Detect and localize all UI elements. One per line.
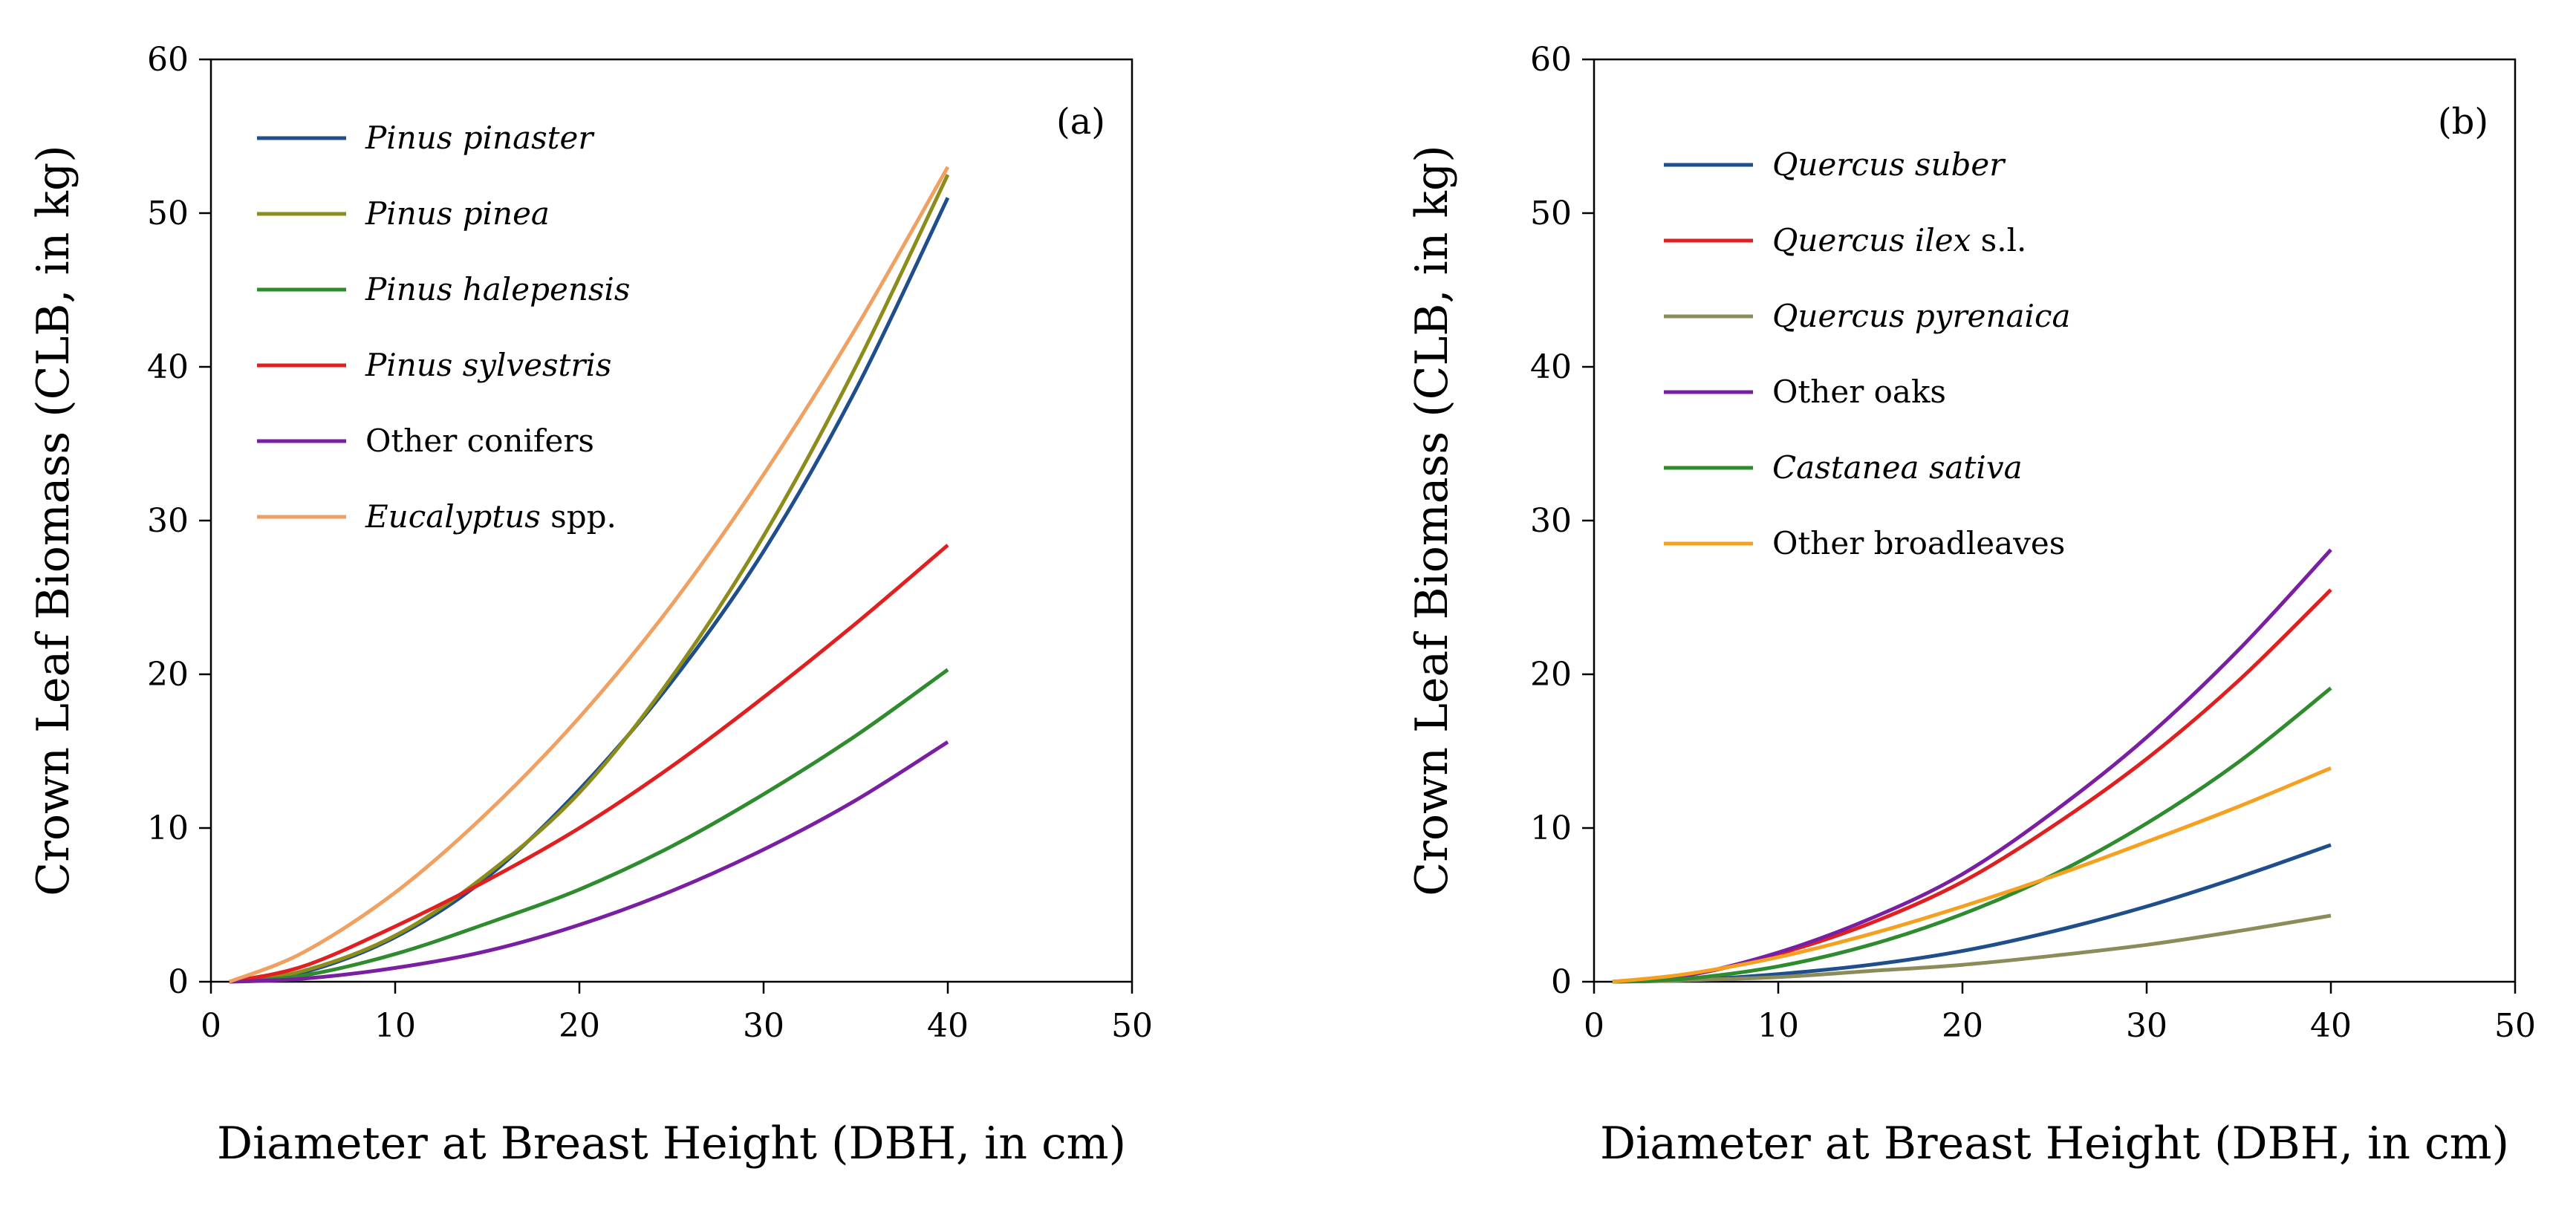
legend-label-text: s.l. [1971, 222, 2026, 258]
x-tick-label: 30 [2126, 1007, 2167, 1045]
legend-label-italic: Pinus halepensis [365, 271, 630, 307]
legend-label-text: Other oaks [1772, 374, 1946, 410]
y-tick-label: 20 [1530, 656, 1572, 694]
series-line [229, 197, 950, 984]
x-tick-label: 30 [743, 1007, 784, 1045]
legend-label-italic: Quercus ilex [1772, 222, 1971, 258]
y-tick-label: 30 [147, 502, 189, 540]
x-tick-label: 0 [1584, 1007, 1604, 1045]
legend-label-italic: Quercus suber [1772, 146, 2006, 183]
y-tick-label: 50 [1530, 195, 1572, 232]
x-tick-label: 40 [2310, 1007, 2352, 1045]
legend-label-italic: Quercus pyrenaica [1772, 298, 2071, 334]
legend-label: Castanea sativa [1772, 449, 2023, 486]
y-tick-label: 60 [1530, 41, 1572, 79]
y-tick-label: 10 [1530, 809, 1572, 847]
legend-label: Pinus pinea [365, 195, 550, 232]
legend-label: Pinus pinaster [365, 120, 595, 156]
x-tick-label: 40 [927, 1007, 969, 1045]
legend-label: Quercus ilex s.l. [1772, 222, 2026, 258]
series-line [229, 544, 949, 984]
legend-label: Quercus pyrenaica [1772, 298, 2071, 334]
y-tick-label: 60 [147, 41, 189, 79]
y-tick-label: 40 [1530, 348, 1572, 386]
series-line [229, 668, 949, 984]
legend-label: Other broadleaves [1772, 525, 2065, 561]
series-line [1612, 588, 2332, 984]
series-line [1612, 686, 2332, 984]
y-tick-label: 40 [147, 348, 189, 386]
legend-label-italic: Pinus pinaster [365, 120, 595, 156]
x-axis-title: Diameter at Breast Height (DBH, in cm) [217, 1118, 1126, 1170]
y-tick-label: 10 [147, 809, 189, 847]
legend-label-italic: Castanea sativa [1772, 449, 2023, 486]
y-axis-title: Crown Leaf Biomass (CLB, in kg) [27, 145, 79, 896]
series-line [1612, 766, 2332, 984]
legend-label: Other oaks [1772, 374, 1946, 410]
series-line [1612, 843, 2332, 984]
legend-label: Pinus sylvestris [365, 347, 612, 383]
legend-label: Eucalyptus spp. [365, 498, 617, 535]
x-tick-label: 10 [374, 1007, 416, 1045]
panel-b: 0 10 20 30 40 50 0 10 20 30 40 50 60 Diameter at Brea… [1406, 41, 2536, 1170]
legend-label: Other conifers [365, 423, 594, 459]
x-tick-label: 50 [1111, 1007, 1153, 1045]
y-tick-label: 20 [147, 656, 189, 694]
panel-a: 0 10 20 30 40 50 0 10 20 30 40 50 60 Diameter at Brea… [27, 41, 1153, 1170]
x-axis-title: Diameter at Breast Height (DBH, in cm) [1600, 1118, 2509, 1170]
y-axis-title: Crown Leaf Biomass (CLB, in kg) [1406, 145, 1458, 896]
plot-frame [209, 58, 1133, 983]
plot-frame [1593, 58, 2517, 983]
legend-label: Quercus suber [1772, 146, 2006, 183]
x-tick-label: 20 [559, 1007, 600, 1045]
panel-label: (b) [2438, 101, 2488, 143]
series-line [1612, 548, 2332, 984]
y-tick-label: 0 [168, 963, 189, 1001]
legend-label-text: spp. [541, 498, 617, 535]
series-line [229, 740, 949, 984]
x-tick-label: 20 [1942, 1007, 1983, 1045]
x-tick-label: 50 [2494, 1007, 2536, 1045]
x-tick-label: 10 [1757, 1007, 1799, 1045]
y-tick-label: 30 [1530, 502, 1572, 540]
legend-label-italic: Pinus sylvestris [365, 347, 612, 383]
legend-label-text: Other broadleaves [1772, 525, 2065, 561]
legend-label-italic: Eucalyptus [365, 498, 541, 535]
legend-label-italic: Pinus pinea [365, 195, 550, 232]
x-tick-label: 0 [201, 1007, 221, 1045]
y-tick-label: 0 [1551, 963, 1572, 1001]
legend-label-text: Other conifers [365, 423, 594, 459]
y-tick-label: 50 [147, 195, 189, 232]
series-line [229, 174, 950, 984]
panel-label: (a) [1056, 101, 1105, 143]
series-line [1612, 913, 2332, 984]
legend-label: Pinus halepensis [365, 271, 630, 307]
series-line [228, 166, 950, 984]
